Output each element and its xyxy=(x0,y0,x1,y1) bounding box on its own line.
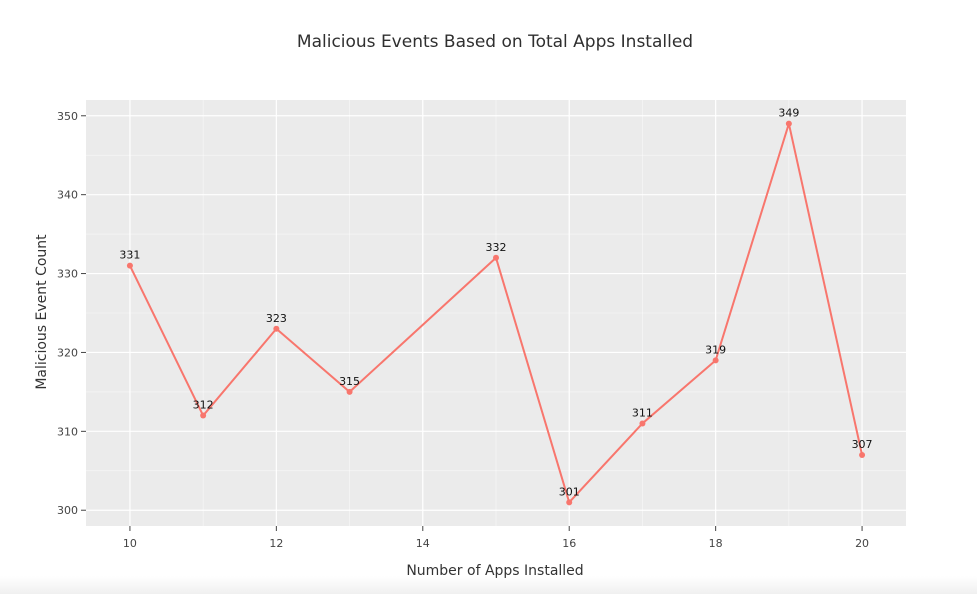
y-tick-label: 320 xyxy=(57,346,78,359)
y-tick-label: 340 xyxy=(57,189,78,202)
data-point xyxy=(200,412,207,419)
data-point xyxy=(859,452,866,458)
data-point xyxy=(273,325,280,332)
y-tick-label: 300 xyxy=(57,504,78,517)
x-tick-label: 10 xyxy=(123,537,137,550)
data-label: 301 xyxy=(559,485,580,498)
x-axis-title: Number of Apps Installed xyxy=(406,563,584,579)
x-tick-label: 12 xyxy=(269,537,283,550)
x-tick-label: 14 xyxy=(416,537,430,550)
data-label: 319 xyxy=(705,343,726,356)
data-point xyxy=(346,388,353,395)
data-label: 332 xyxy=(486,241,507,254)
x-tick-label: 18 xyxy=(709,537,723,550)
data-label: 307 xyxy=(852,438,873,451)
data-point xyxy=(493,254,499,261)
y-tick-label: 310 xyxy=(57,425,78,438)
x-tick-label: 20 xyxy=(855,537,869,550)
data-label: 331 xyxy=(119,249,140,262)
data-label: 312 xyxy=(193,399,214,412)
chart-title: Malicious Events Based on Total Apps Ins… xyxy=(296,32,694,52)
y-tick-label: 350 xyxy=(57,110,78,123)
data-point xyxy=(785,120,792,127)
data-point xyxy=(126,262,133,269)
data-label: 315 xyxy=(339,375,360,388)
series-line xyxy=(129,122,864,504)
x-tick-label: 16 xyxy=(562,537,576,550)
data-point xyxy=(566,499,573,506)
data-label: 311 xyxy=(632,406,653,419)
data-point xyxy=(712,357,719,364)
data-point xyxy=(639,420,646,427)
y-tick-label: 330 xyxy=(57,268,78,281)
data-label: 349 xyxy=(778,107,799,120)
data-label: 323 xyxy=(266,312,287,325)
